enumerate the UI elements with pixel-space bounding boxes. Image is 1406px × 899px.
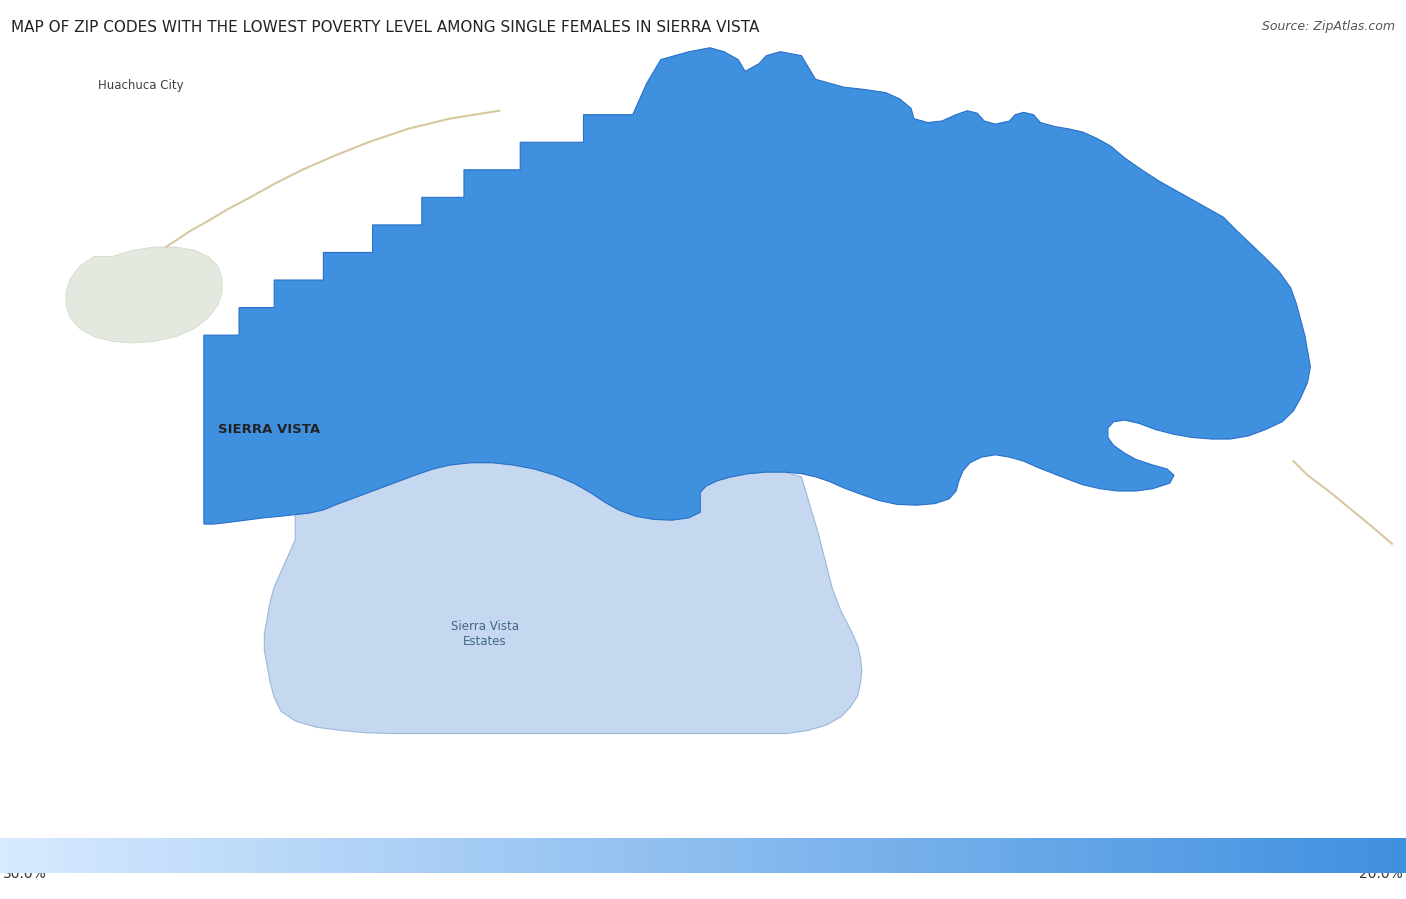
- Polygon shape: [204, 48, 1310, 524]
- Text: 20.0%: 20.0%: [1360, 868, 1403, 881]
- Polygon shape: [66, 247, 222, 343]
- Text: Sierra Vista
Estates: Sierra Vista Estates: [451, 620, 519, 648]
- Polygon shape: [264, 463, 862, 734]
- Text: Huachuca City: Huachuca City: [98, 79, 184, 93]
- Text: MAP OF ZIP CODES WITH THE LOWEST POVERTY LEVEL AMONG SINGLE FEMALES IN SIERRA VI: MAP OF ZIP CODES WITH THE LOWEST POVERTY…: [11, 20, 759, 35]
- Text: SIERRA VISTA: SIERRA VISTA: [218, 423, 321, 436]
- Text: 30.0%: 30.0%: [3, 868, 46, 881]
- Text: Source: ZipAtlas.com: Source: ZipAtlas.com: [1261, 20, 1395, 32]
